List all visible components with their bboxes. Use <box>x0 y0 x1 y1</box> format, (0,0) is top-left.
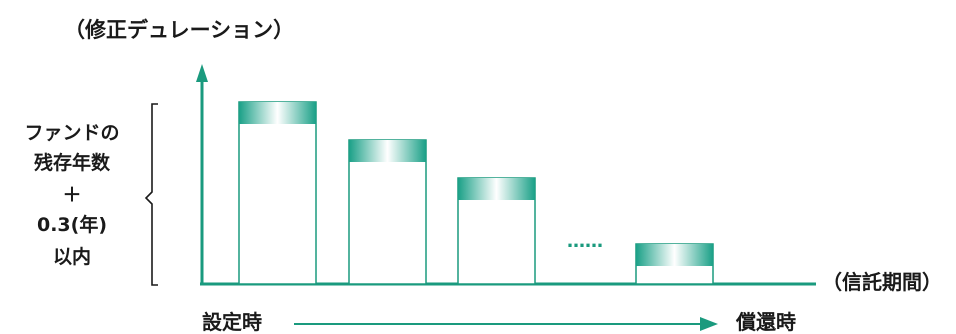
brace-text-line-1: ファンドの <box>24 122 120 144</box>
x-axis-title: （信託期間） <box>822 270 942 294</box>
bar-3 <box>457 177 536 285</box>
bar-2 <box>348 139 427 285</box>
brace-text-line-5: 以内 <box>52 246 91 268</box>
bar-3-cap <box>458 178 535 200</box>
ellipsis: …… <box>567 231 603 252</box>
y-axis-arrow-icon <box>196 64 208 82</box>
brace-text-line-4: 0.3(年) <box>36 214 108 236</box>
timeline-end-label: 償還時 <box>736 310 796 334</box>
bar-1 <box>238 101 317 285</box>
bar-1-cap <box>239 102 316 124</box>
y-axis-title: （修正デュレーション） <box>64 18 295 42</box>
brace <box>144 103 158 286</box>
bar-4 <box>635 243 714 285</box>
brace-text-line-3: ＋ <box>62 184 82 206</box>
brace-text-line-2: 残存年数 <box>33 152 110 174</box>
timeline-arrow-head-icon <box>700 317 718 331</box>
bar-4-cap <box>636 244 713 266</box>
bar-2-cap <box>349 140 426 162</box>
timeline-start-label: 設定時 <box>202 310 262 334</box>
